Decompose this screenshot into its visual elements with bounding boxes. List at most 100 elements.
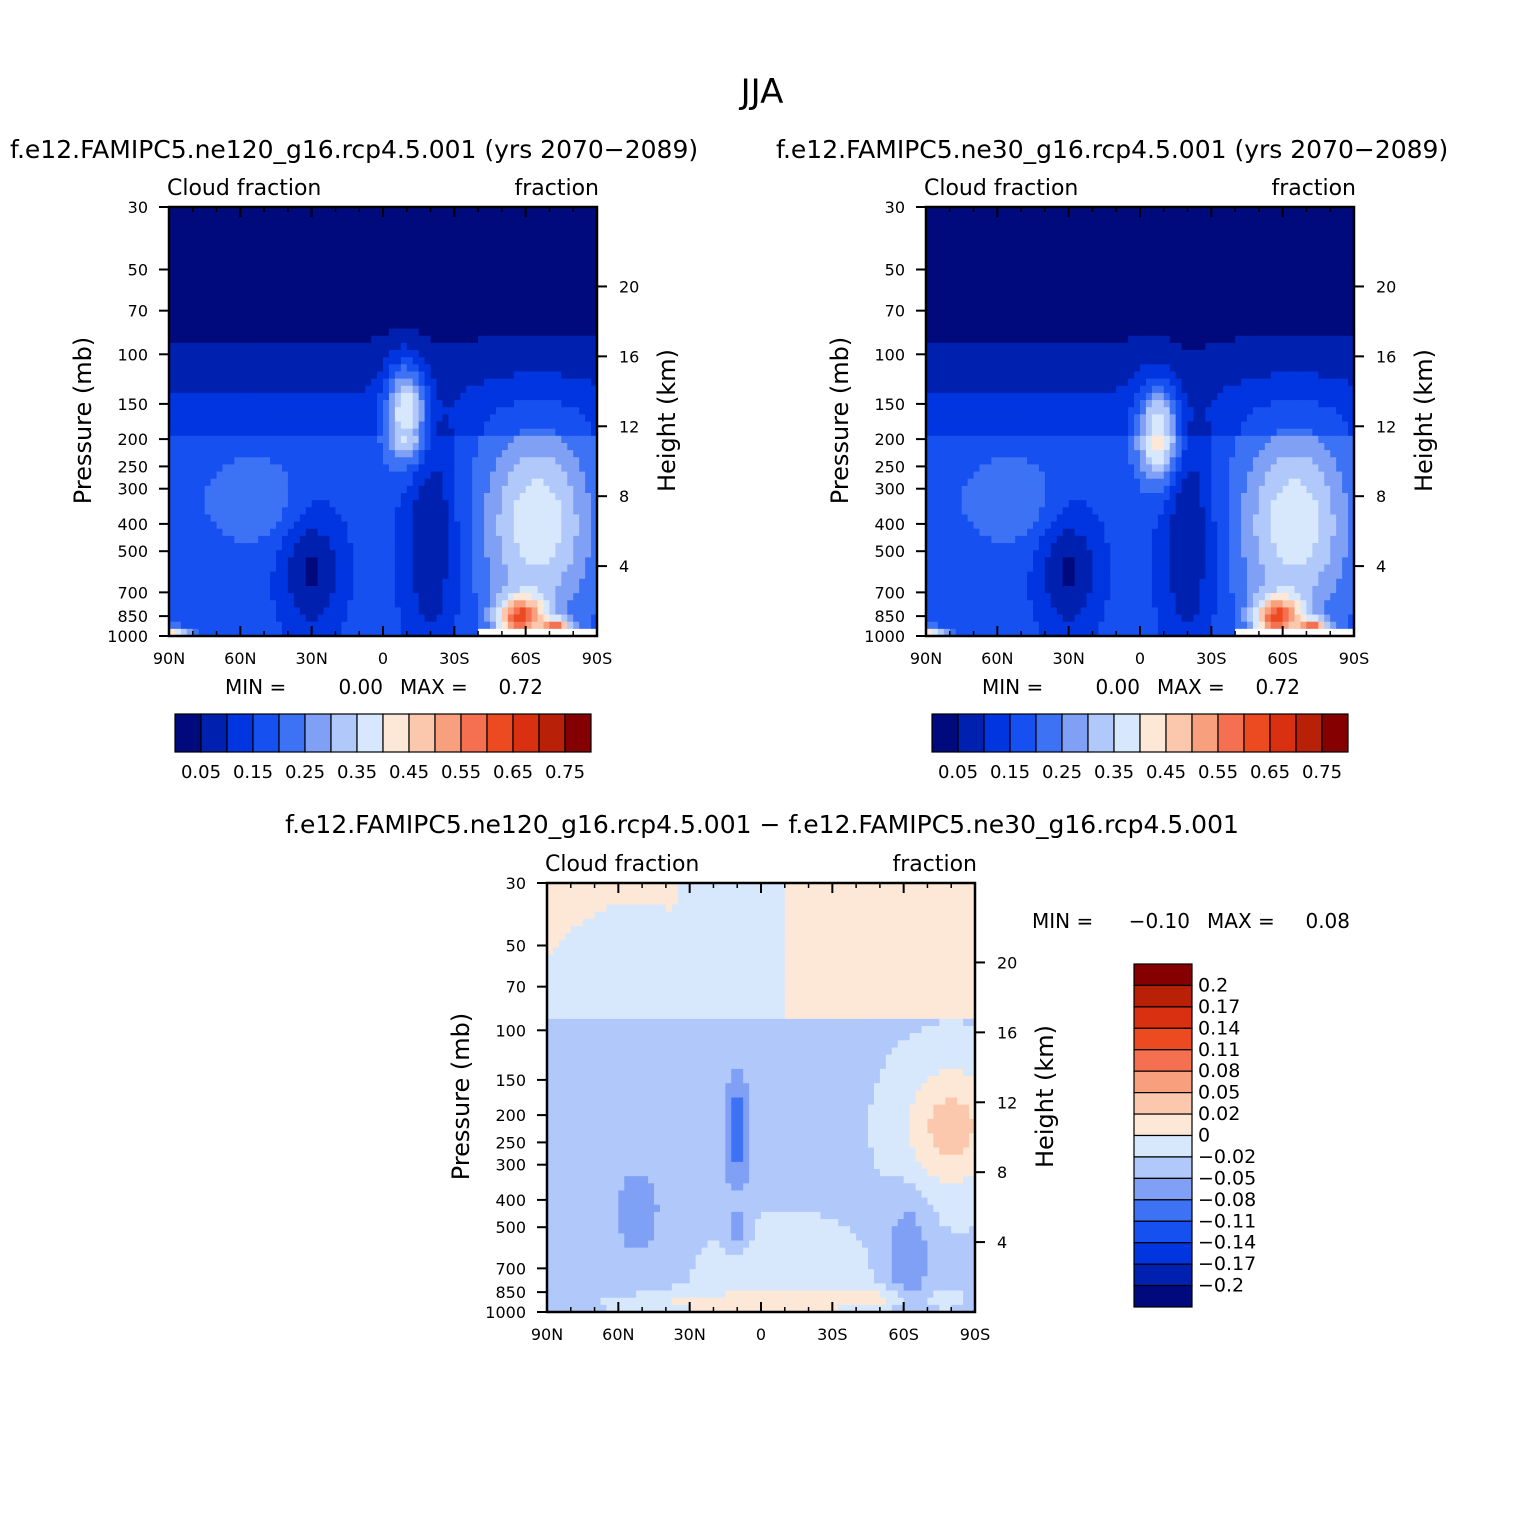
contour-cell <box>442 299 449 308</box>
contour-cell <box>210 264 218 272</box>
contour-cell <box>216 321 224 330</box>
contour-cell <box>204 249 212 258</box>
contour-cell <box>478 214 485 222</box>
contour-cell <box>501 421 509 430</box>
contour-cell <box>174 314 182 322</box>
contour-cell <box>246 357 253 365</box>
contour-cell <box>228 557 235 566</box>
contour-cell <box>937 514 945 523</box>
contour-cell <box>549 328 556 337</box>
contour-cell <box>317 242 325 251</box>
contour-cell <box>961 378 969 387</box>
contour-cell <box>234 500 241 508</box>
contour-cell <box>490 221 497 230</box>
contour-cell <box>293 321 301 330</box>
contour-cell <box>305 221 313 230</box>
contour-cell <box>543 385 551 394</box>
contour-cell <box>490 400 497 408</box>
contour-cell <box>377 285 384 294</box>
contour-cell <box>234 464 241 473</box>
contour-cell <box>388 385 396 394</box>
contour-cell <box>174 392 182 401</box>
contour-cell <box>549 371 556 380</box>
contour-cell <box>579 307 586 315</box>
contour-cell <box>567 507 574 516</box>
contour-cell <box>377 507 384 516</box>
contour-cell <box>169 292 176 301</box>
contour-cell <box>192 392 200 401</box>
contour-cell <box>180 321 188 330</box>
contour-cell <box>210 507 218 516</box>
contour-cell <box>400 400 408 408</box>
contour-cell <box>371 228 378 237</box>
contour-cell <box>937 292 945 301</box>
contour-cell <box>264 249 271 258</box>
contour-cell <box>955 257 963 265</box>
contour-cell <box>246 528 253 537</box>
contour-cell <box>478 364 485 373</box>
contour-cell <box>448 235 455 244</box>
contour-cell <box>949 421 957 430</box>
contour-cell <box>299 614 307 623</box>
contour-cell <box>490 235 497 244</box>
contour-cell <box>478 407 485 415</box>
contour-cell <box>246 442 253 451</box>
contour-cell <box>305 264 313 272</box>
contour-cell <box>943 299 951 308</box>
contour-cell <box>931 578 939 587</box>
contour-cell <box>943 357 951 365</box>
contour-cell <box>287 235 295 244</box>
contour-cell <box>353 321 360 330</box>
contour-cell <box>222 593 230 601</box>
contour-cell <box>276 450 283 458</box>
contour-cell <box>347 299 354 308</box>
contour-cell <box>943 371 951 380</box>
contour-cell <box>549 500 556 508</box>
contour-cell <box>406 307 414 315</box>
contour-cell <box>388 314 396 322</box>
contour-cell <box>264 235 271 244</box>
contour-cell <box>436 249 444 258</box>
contour-cell <box>192 550 200 558</box>
contour-cell <box>531 242 539 251</box>
contour-cell <box>430 564 438 573</box>
contour-cell <box>365 521 372 530</box>
contour-cell <box>472 464 479 473</box>
contour-cell <box>371 450 378 458</box>
contour-cell <box>418 557 426 566</box>
contour-cell <box>341 357 348 365</box>
contour-cell <box>454 571 461 580</box>
contour-cell <box>519 593 527 601</box>
contour-cell <box>388 593 396 601</box>
contour-cell <box>180 285 188 294</box>
contour-cell <box>460 378 467 387</box>
contour-cell <box>448 528 455 537</box>
contour-cell <box>347 500 354 508</box>
contour-cell <box>973 543 981 551</box>
contour-cell <box>174 214 182 222</box>
contour-cell <box>186 228 194 237</box>
contour-cell <box>311 464 319 473</box>
contour-cell <box>169 407 176 415</box>
contour-cell <box>519 550 527 558</box>
contour-cell <box>567 335 574 344</box>
contour-cell <box>192 585 200 594</box>
contour-cell <box>198 242 206 251</box>
contour-cell <box>365 471 372 480</box>
contour-cell <box>926 342 933 351</box>
contour-cell <box>501 464 509 473</box>
contour-cell <box>258 307 265 315</box>
contour-cell <box>228 528 235 537</box>
contour-cell <box>490 585 497 594</box>
contour-cell <box>412 428 420 437</box>
contour-cell <box>430 249 438 258</box>
contour-cell <box>484 428 491 437</box>
contour-cell <box>519 543 527 551</box>
contour-cell <box>495 535 503 544</box>
contour-cell <box>949 228 957 237</box>
contour-cell <box>270 307 277 315</box>
contour-cell <box>418 321 426 330</box>
contour-cell <box>258 564 265 573</box>
contour-cell <box>513 478 521 487</box>
contour-cell <box>937 214 945 222</box>
